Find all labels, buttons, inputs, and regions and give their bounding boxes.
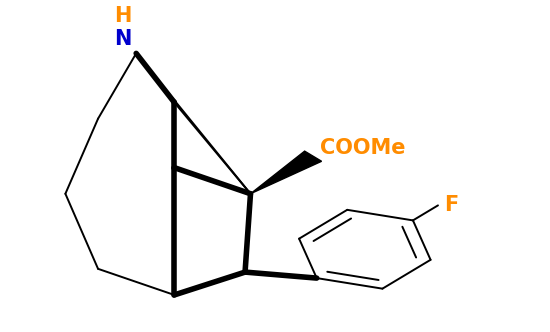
Text: COOMe: COOMe — [320, 138, 405, 158]
Polygon shape — [250, 151, 322, 194]
Text: N: N — [114, 29, 131, 49]
Text: H: H — [114, 6, 131, 26]
Text: F: F — [444, 196, 459, 215]
